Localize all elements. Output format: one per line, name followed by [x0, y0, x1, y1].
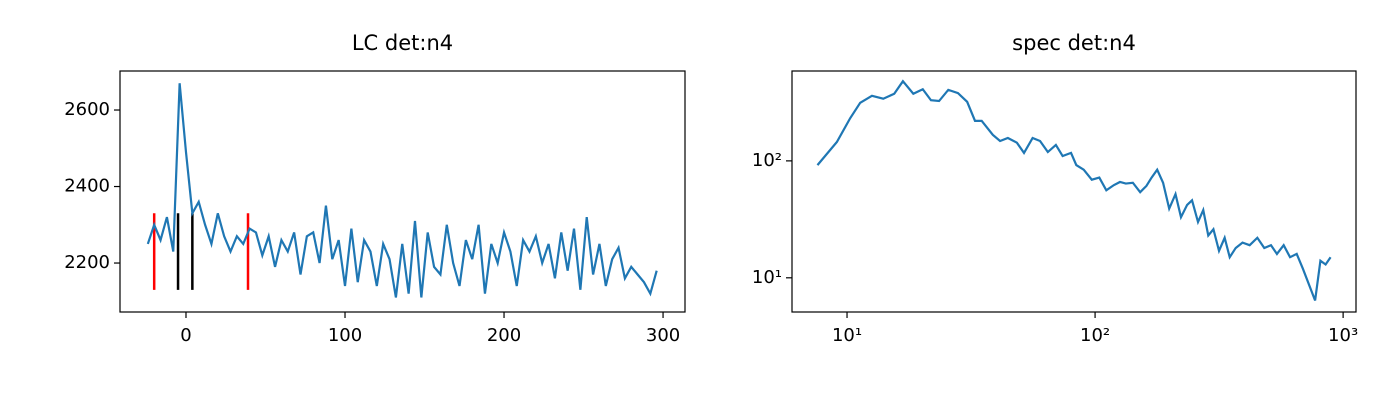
x-tick-label: 10¹ — [832, 325, 862, 346]
x-tick-label: 200 — [487, 325, 521, 346]
y-tick-label: 2200 — [64, 252, 110, 273]
x-tick-label: 300 — [646, 325, 680, 346]
data-line — [816, 79, 1332, 301]
x-tick-label: 0 — [180, 325, 191, 346]
axes-frame — [791, 70, 1357, 313]
x-tick-label: 10³ — [1328, 325, 1358, 346]
data-line — [146, 83, 658, 298]
axes-frame — [119, 70, 686, 313]
y-tick-label: 10¹ — [752, 267, 782, 288]
y-tick-label: 2400 — [64, 176, 110, 197]
chart-title: spec det:n4 — [1012, 31, 1136, 55]
y-tick-label: 10² — [752, 150, 782, 171]
x-tick-label: 100 — [328, 325, 362, 346]
x-tick-label: 10² — [1080, 325, 1110, 346]
chart-title: LC det:n4 — [352, 31, 453, 55]
y-tick-label: 2600 — [64, 99, 110, 120]
